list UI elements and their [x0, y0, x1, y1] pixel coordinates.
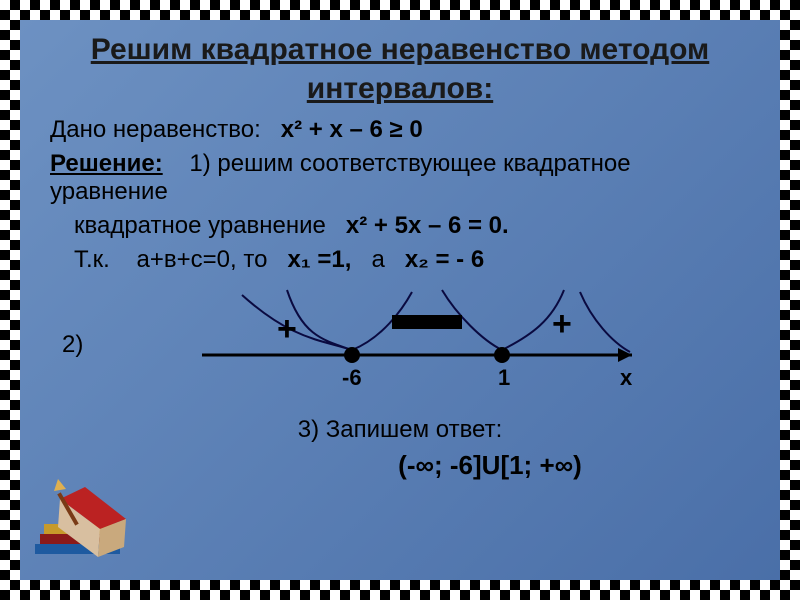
equation-text: х² + 5х – 6 = 0. [346, 212, 509, 239]
svg-text:+: + [552, 305, 572, 343]
root2: х₂ = - 6 [405, 246, 484, 273]
answer-text: (-∞; -6]U[1; +∞) [398, 450, 582, 480]
slide: Решим квадратное неравенство методом инт… [20, 20, 780, 580]
svg-text:-6: -6 [342, 365, 362, 390]
step3-label: 3) Запишем ответ: [298, 416, 503, 443]
books-icon [30, 479, 140, 574]
interval-svg: -6 1 х + + [182, 280, 652, 410]
svg-text:х: х [620, 365, 633, 390]
root1: х₁ =1, [287, 246, 351, 273]
slide-title: Решим квадратное неравенство методом инт… [50, 30, 750, 108]
step3-line: 3) Запишем ответ: [50, 416, 750, 444]
inequality-text: х² + х – 6 ≥ 0 [281, 116, 423, 143]
answer-line: (-∞; -6]U[1; +∞) [50, 450, 750, 481]
coeff-sum: а+в+с=0, то [137, 246, 268, 273]
step2-label: 2) [50, 331, 83, 359]
svg-text:+: + [277, 310, 297, 348]
given-line: Дано неравенство: х² + х – 6 ≥ 0 [50, 116, 750, 144]
roots-line: Т.к. а+в+с=0, то х₁ =1, а х₂ = - 6 [50, 246, 750, 274]
given-label: Дано неравенство: [50, 116, 261, 143]
solution-label: Решение: [50, 150, 163, 177]
equation-line: квадратное уравнение х² + 5х – 6 = 0. [50, 212, 750, 240]
step1-cont: квадратное уравнение [74, 212, 339, 239]
number-line-diagram: -6 1 х + + [83, 280, 750, 410]
since-label: Т.к. [74, 246, 110, 273]
svg-text:1: 1 [498, 365, 510, 390]
checkered-frame: Решим квадратное неравенство методом инт… [0, 0, 800, 600]
solution-line: Решение: 1) решим соответствующее квадра… [50, 150, 750, 206]
step2-row: 2) -6 1 х + + [50, 280, 750, 410]
root-sep: а [371, 246, 384, 273]
